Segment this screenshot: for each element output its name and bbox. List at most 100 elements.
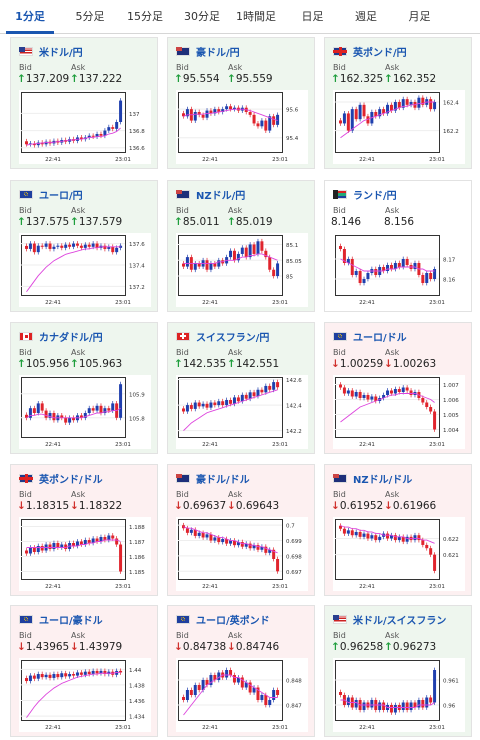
candle-body <box>350 390 354 397</box>
candle-body <box>99 405 103 413</box>
candle-body <box>32 675 36 679</box>
candle-body <box>213 675 217 680</box>
candle-body <box>205 534 209 538</box>
pair-name-link[interactable]: 英ポンド/円 <box>353 47 407 59</box>
tab-3[interactable]: 30分足 <box>184 10 220 23</box>
candle-body <box>185 528 189 533</box>
candle-body <box>205 403 209 408</box>
candle-body <box>417 97 421 108</box>
y-tick-label: 8.16 <box>443 278 456 284</box>
candle-body <box>48 413 52 418</box>
candle-body <box>197 263 201 267</box>
tab-2[interactable]: 15分足 <box>127 10 163 23</box>
candle-body <box>91 538 95 543</box>
candle-body <box>44 243 48 247</box>
tab-6[interactable]: 週足 <box>355 10 377 23</box>
candle-body <box>378 536 382 541</box>
chart-background <box>19 517 151 591</box>
candle-body <box>221 539 225 543</box>
plot-frame <box>335 519 440 580</box>
pair-name-link[interactable]: ユーロ/英ポンド <box>196 615 270 627</box>
candle-body <box>32 243 36 253</box>
price-values: ↓0.69637 ↓0.69643 <box>174 500 279 512</box>
pair-name-link[interactable]: 米ドル/スイスフラン <box>353 615 447 627</box>
candle-body <box>209 402 213 408</box>
candle-body <box>197 112 201 115</box>
eu-flag-icon <box>19 614 33 624</box>
pair-name-link[interactable]: ユーロ/円 <box>39 190 83 202</box>
gb-flag-icon <box>19 473 33 483</box>
candle-body <box>409 390 413 395</box>
candle-body <box>397 389 401 392</box>
arrow-up-icon: ↑ <box>227 73 236 85</box>
x-tick-label: 23:01 <box>115 157 131 163</box>
ask-label: Ask <box>385 63 400 72</box>
candle-body <box>386 265 390 271</box>
pair-name-link[interactable]: ユーロ/ドル <box>353 332 407 344</box>
bid-label: Bid <box>333 631 346 640</box>
candle-body <box>374 112 378 117</box>
candle-body <box>103 670 107 675</box>
pair-name-link[interactable]: 豪ドル/ドル <box>196 474 250 486</box>
bid-label: Bid <box>19 63 32 72</box>
candle-body <box>272 269 276 277</box>
y-tick-label: 1.004 <box>443 428 459 434</box>
pair-name-link[interactable]: 豪ドル/円 <box>196 47 240 59</box>
tab-4[interactable]: 1時間足 <box>236 10 276 23</box>
candle-body <box>52 246 56 249</box>
candle-body <box>79 137 83 140</box>
tab-5[interactable]: 日足 <box>301 10 324 23</box>
bid-label: Bid <box>19 631 32 640</box>
price-values: ↓0.61952 ↓0.61966 <box>331 500 436 512</box>
y-tick-label: 85 <box>286 275 293 281</box>
card-title: カナダドル/円 <box>19 329 103 344</box>
candle-body <box>256 123 260 127</box>
candle-body <box>193 112 197 121</box>
candle-body <box>421 700 425 708</box>
pair-name-link[interactable]: スイスフラン/円 <box>196 332 270 344</box>
pair-name-link[interactable]: ランド/円 <box>353 190 397 202</box>
candle-body <box>354 109 358 120</box>
candle-body <box>240 394 244 402</box>
tab-1[interactable]: 5分足 <box>75 10 105 23</box>
tab-7[interactable]: 月足 <box>408 10 431 23</box>
price-labels: Bid Ask <box>333 631 399 640</box>
candle-body <box>119 384 123 418</box>
candle-body <box>79 672 83 675</box>
pair-name-link[interactable]: NZドル/ドル <box>353 474 413 486</box>
pair-name-link[interactable]: NZドル/円 <box>196 190 246 202</box>
currency-card: ランド/円 Bid Ask 8.146 8.156 8.17 8.16 22:41 2… <box>324 180 472 312</box>
y-tick-label: 136.8 <box>129 129 145 135</box>
price-chart: 0.848 0.847 22:41 23:01 <box>176 658 308 732</box>
candle-body <box>276 263 280 277</box>
ask-price: ↑105.963 <box>70 358 123 370</box>
pair-name-link[interactable]: 英ポンド/ドル <box>39 474 103 486</box>
pair-name-link[interactable]: 米ドル/円 <box>39 47 83 59</box>
arrow-up-icon: ↑ <box>70 73 79 85</box>
x-tick-label: 22:41 <box>202 584 218 590</box>
ask-label: Ask <box>385 348 400 357</box>
y-tick-label: 8.17 <box>443 258 456 264</box>
x-tick-label: 22:41 <box>359 584 375 590</box>
ask-label: Ask <box>71 63 86 72</box>
candle-body <box>56 245 60 247</box>
candle-body <box>91 135 95 137</box>
price-labels: Bid Ask <box>19 206 85 215</box>
candle-body <box>232 107 236 110</box>
pair-name-link[interactable]: ユーロ/豪ドル <box>39 615 103 627</box>
candle-body <box>425 273 429 283</box>
us-flag-icon <box>19 46 33 56</box>
candle-body <box>25 678 28 682</box>
candle-body <box>264 695 268 705</box>
candle-body <box>429 99 433 110</box>
candle-body <box>91 670 95 675</box>
candle-body <box>28 547 32 554</box>
tab-0[interactable]: 1分足 <box>0 0 60 34</box>
candle-body <box>389 390 393 394</box>
card-title: ランド/円 <box>333 187 397 202</box>
pair-name-link[interactable]: カナダドル/円 <box>39 332 103 344</box>
candle-body <box>201 532 205 538</box>
price-values: ↑162.325 ↑162.352 <box>331 73 436 85</box>
candle-body <box>374 269 378 275</box>
candle-body <box>354 271 358 275</box>
